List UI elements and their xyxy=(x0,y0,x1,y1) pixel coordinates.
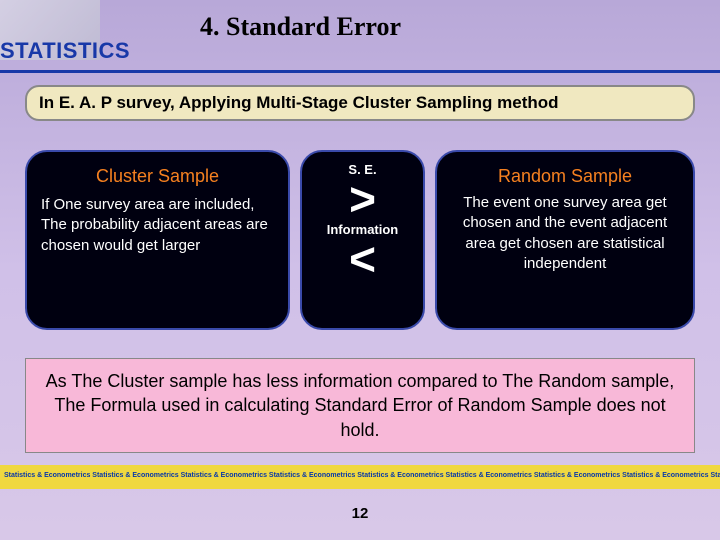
conclusion-box: As The Cluster sample has less informati… xyxy=(25,358,695,453)
divider xyxy=(0,70,720,73)
page-title: 4. Standard Error xyxy=(200,12,401,42)
cluster-card-body: If One survey area are included, The pro… xyxy=(41,195,274,256)
section-label: STATISTICS xyxy=(0,38,130,64)
footer-strip: Statistics & Econometrics Statistics & E… xyxy=(0,465,720,489)
cluster-card-title: Cluster Sample xyxy=(41,166,274,187)
page-number: 12 xyxy=(0,505,720,522)
random-sample-card: Random Sample The event one survey area … xyxy=(435,150,695,330)
random-card-body: The event one survey area get chosen and… xyxy=(451,193,679,274)
less-than-symbol: < xyxy=(308,239,417,280)
subtitle-box: In E. A. P survey, Applying Multi-Stage … xyxy=(25,85,695,121)
cluster-sample-card: Cluster Sample If One survey area are in… xyxy=(25,150,290,330)
random-card-title: Random Sample xyxy=(451,166,679,187)
greater-than-symbol: > xyxy=(308,179,417,220)
comparison-card: S. E. > Information < xyxy=(300,150,425,330)
